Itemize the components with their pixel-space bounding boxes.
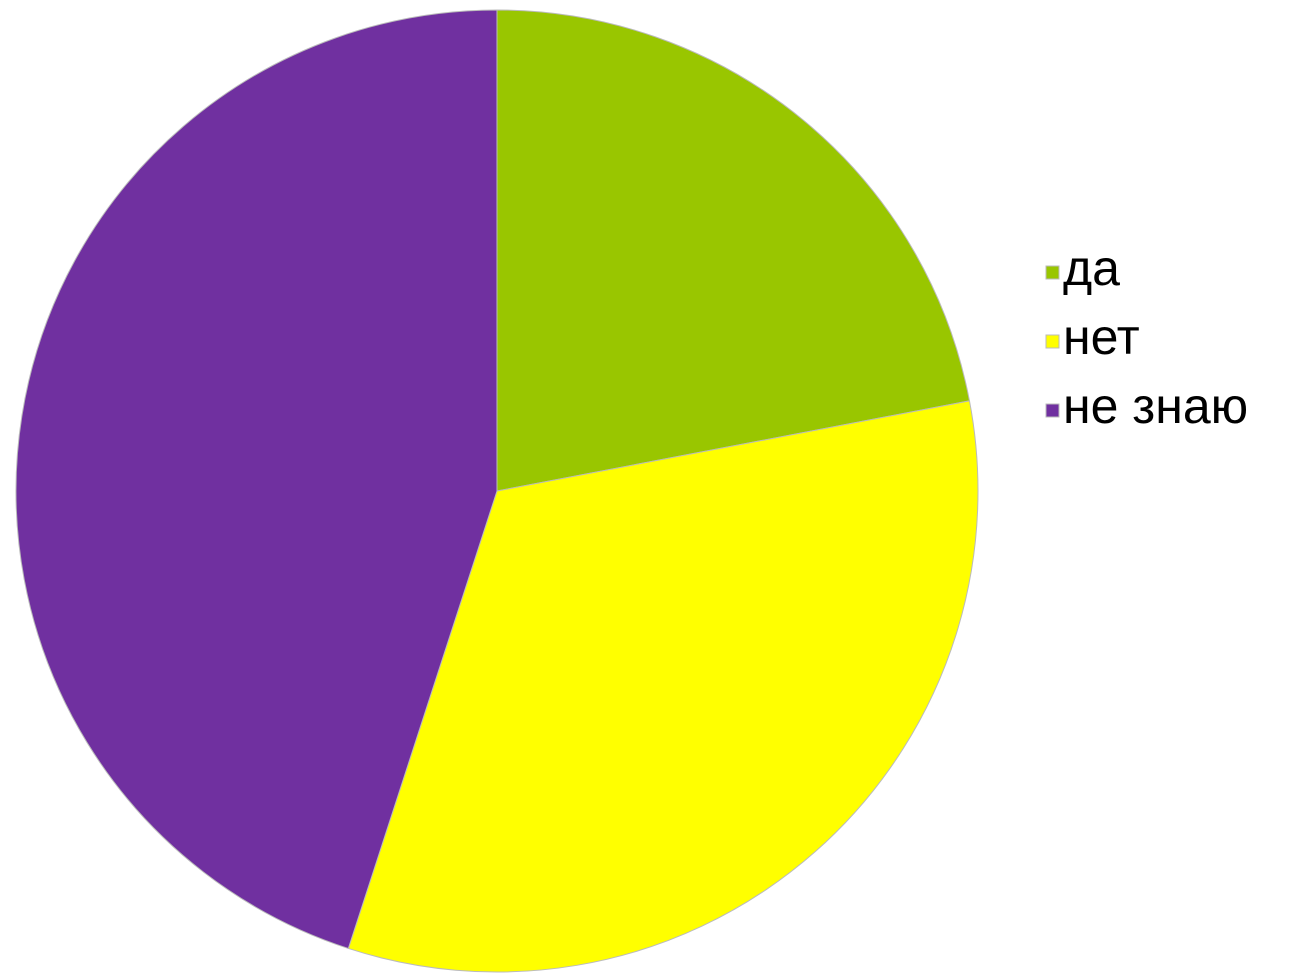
pie-slice: [347, 400, 979, 973]
legend-label: нет: [1063, 309, 1140, 365]
legend-label: не знаю: [1063, 378, 1248, 434]
pie-slice: [496, 9, 971, 492]
legend-label: да: [1063, 240, 1120, 296]
legend-swatch: [1045, 334, 1060, 349]
pie-slice: [15, 9, 498, 950]
legend-swatch: [1045, 265, 1060, 280]
legend-swatch: [1045, 403, 1060, 418]
